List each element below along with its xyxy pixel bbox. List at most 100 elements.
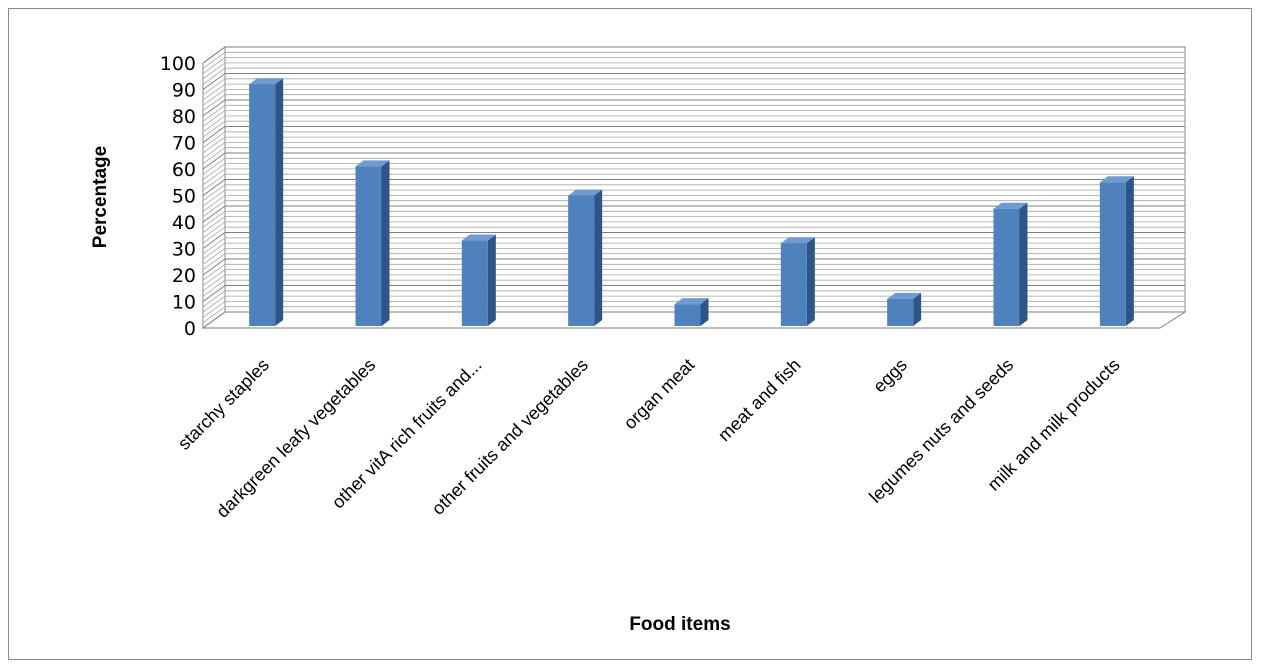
side-gridline [202,147,226,165]
y-tick-label: 0 [184,318,196,340]
y-tick-label: 20 [172,265,196,287]
bar-side [487,234,496,326]
bar [461,234,496,326]
side-gridline [202,173,226,191]
bar-front [355,166,382,326]
y-tick-label: 60 [172,159,196,181]
y-tick-label: 40 [172,212,196,234]
side-gridline [202,78,226,96]
x-tick-label: meat and fish [714,355,805,446]
bar-front [1099,182,1126,326]
side-gridline [202,216,226,233]
side-gridline [202,226,226,244]
side-gridline [202,163,226,180]
side-gridline [202,306,226,324]
side-gridline [202,83,226,101]
side-gridline [202,131,226,149]
side-gridline [202,115,226,133]
bars [249,78,1134,326]
bar-top [674,298,709,305]
side-gridline [202,290,226,308]
bar-front [780,243,807,326]
y-tick-label: 10 [172,292,196,314]
side-gridline [202,263,226,281]
side-gridline [202,285,226,302]
bar-side [1019,202,1028,326]
side-gridline [202,126,226,143]
side-gridline [202,237,226,255]
bar-side [381,160,390,326]
side-gridline [202,104,226,122]
side-gridline [202,62,226,80]
bar-side [700,298,709,326]
bar-front [993,208,1020,326]
bar-top [993,202,1028,209]
bar [249,78,284,326]
side-gridline [202,51,226,69]
bar-side [1125,176,1134,326]
side-gridline [202,67,226,85]
side-gridline [202,168,226,186]
side-gridline [202,142,226,159]
side-gridline [202,179,226,196]
bar [780,237,815,326]
side-gridline [202,152,226,170]
bar [1099,176,1134,326]
y-tick-label: 100 [160,53,196,75]
bar-top [355,160,390,167]
bar-top [780,237,815,244]
side-gridline [202,200,226,218]
y-tick-label: 30 [172,239,196,261]
bar-front [568,195,595,326]
bar-top [1099,176,1134,183]
y-tick-label: 50 [172,186,196,208]
side-gridline [202,184,226,202]
side-gridline [202,274,226,292]
bar [674,298,709,326]
bar-side [806,237,815,326]
y-tick-label: 80 [172,106,196,128]
bar-top [249,78,284,85]
bar [568,189,603,326]
side-gridline [202,94,226,112]
x-tick-label: starchy staples [174,355,273,454]
side-gridline [202,248,226,265]
bar-side [275,78,284,326]
bar-front [887,298,914,326]
side-gridline [202,136,226,154]
bar-front [249,84,276,326]
bar [887,292,922,326]
bar [993,202,1028,326]
y-tick-label: 70 [172,133,196,155]
side-gridline [202,295,226,313]
bar-front [461,240,488,326]
bar-front [674,304,701,326]
side-gridline [202,253,226,271]
bar [355,160,390,326]
side-gridline [202,279,226,297]
side-gridline [202,301,226,318]
side-gridline [202,89,226,106]
side-gridline [202,232,226,249]
y-axis-ticks: 0 10 20 30 40 50 60 70 80 90 100 [160,53,196,340]
bar-top [461,234,496,241]
side-gridline [202,205,226,223]
side-gridline [202,189,226,207]
x-tick-label: eggs [869,355,911,397]
bar-top [887,292,922,299]
x-tick-label: organ meat [620,355,699,434]
side-gridline [202,120,226,138]
side-gridline [202,258,226,276]
side-gridline [202,195,226,212]
bar-side [594,189,603,326]
y-tick-label: 90 [172,80,196,102]
y-axis-title: Percentage [90,146,111,248]
side-gridline [202,269,226,286]
side-gridline [202,57,226,74]
chart-back-wall [202,46,1186,329]
side-gridline [202,242,226,260]
bar-side [913,292,922,326]
side-gridline [202,210,226,228]
